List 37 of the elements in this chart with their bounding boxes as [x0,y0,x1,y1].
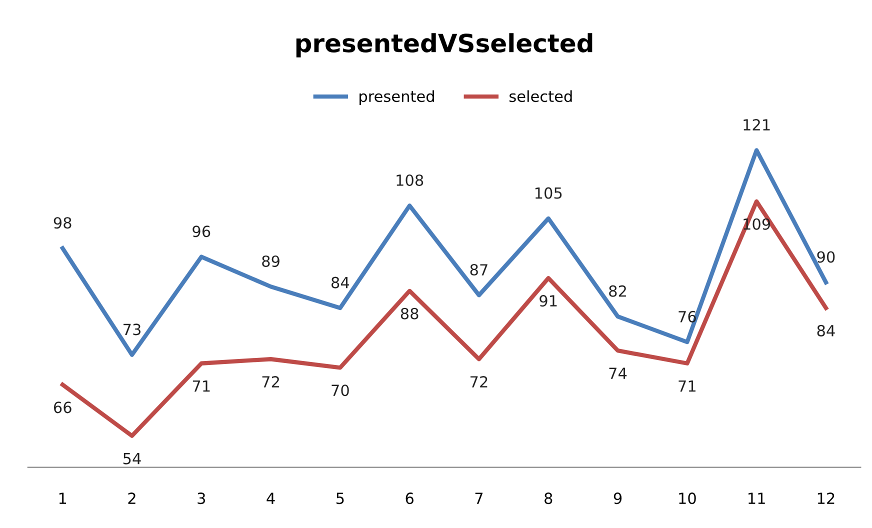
x-tick-label: 5 [336,492,344,504]
x-tick-label: 12 [818,492,834,504]
data-label: 88 [400,308,418,320]
x-tick-label: 4 [266,492,275,504]
legend-label: selected [510,90,572,102]
x-tick-label: 9 [614,492,622,504]
data-label: 66 [54,402,72,414]
x-tick-label: 7 [475,492,483,504]
data-label: 108 [396,174,424,186]
x-tick-label: 8 [544,492,552,504]
data-label: 54 [123,452,141,464]
data-label: 74 [609,368,627,379]
x-tick-label: 10 [679,492,696,504]
data-label: 72 [470,376,488,388]
data-label: 70 [332,384,349,396]
data-label: 89 [262,255,280,268]
x-tick-label: 3 [198,492,206,504]
data-label: 98 [54,217,72,229]
data-label: 84 [332,276,350,288]
data-label: 84 [817,324,835,336]
data-label: 73 [124,324,140,336]
data-label: 105 [535,187,562,199]
data-label: 72 [262,376,279,388]
data-label: 71 [678,380,696,392]
x-tick-label: 2 [128,492,136,504]
x-tick-label: 6 [406,492,414,504]
data-label: 91 [540,295,557,307]
data-label: 121 [744,119,770,130]
chart-title: presentedVSselected [296,33,592,58]
legend-label: presented [360,90,434,106]
data-label: 71 [192,380,210,392]
x-tick-label: 1 [59,492,66,504]
data-label: 87 [470,264,488,276]
x-tick-label: 11 [748,492,765,504]
data-label: 96 [192,226,210,238]
data-label: 90 [817,251,835,263]
data-label: 82 [609,285,626,297]
